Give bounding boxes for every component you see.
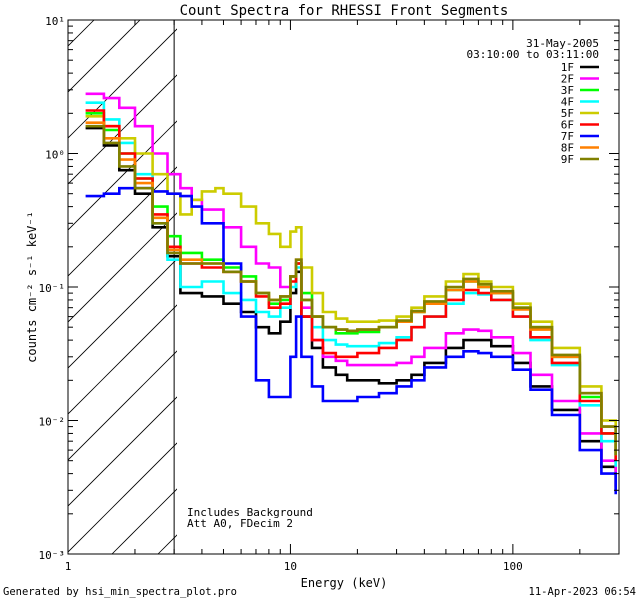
hatch-line	[68, 350, 177, 461]
legend-label-6f: 6F	[561, 119, 574, 132]
annotation-attenuator: Att A0, FDecim 2	[187, 517, 293, 530]
x-axis-label: Energy (keV)	[301, 576, 388, 590]
series-9f	[85, 124, 617, 456]
generator-credit: Generated by hsi_min_spectra_plot.pro	[3, 586, 237, 598]
y-tick-label: 10¹	[45, 15, 65, 28]
x-tick-label: 10	[284, 560, 297, 573]
x-tick-label: 1	[65, 560, 72, 573]
legend-label-9f: 9F	[561, 153, 574, 166]
legend-label-8f: 8F	[561, 142, 574, 155]
legend-label-1f: 1F	[561, 61, 574, 74]
legend-label-5f: 5F	[561, 107, 574, 120]
y-tick-label: 10⁻²	[39, 416, 66, 429]
hatch-line	[68, 212, 177, 323]
series-group	[85, 92, 617, 495]
hatch-line	[68, 442, 177, 553]
series-7f	[85, 186, 617, 495]
hatch-line	[68, 20, 141, 93]
chart-title: Count Spectra for RHESSI Front Segments	[180, 3, 509, 19]
hatch-line	[68, 396, 177, 507]
y-tick-label: 10⁻¹	[39, 282, 66, 295]
y-tick-labels: 10⁻³ 10⁻² 10⁻¹ 10⁰ 10¹	[39, 15, 66, 562]
legend-label-7f: 7F	[561, 130, 574, 143]
series-5f	[85, 115, 617, 451]
annotation-background: Includes Background	[187, 506, 313, 519]
plot-area	[68, 20, 619, 554]
attenuator-hatch-region	[68, 20, 177, 554]
axis-ticks	[67, 19, 620, 555]
time-range-label: 03:10:00 to 03:11:00	[467, 48, 599, 61]
date-label: 31-May-2005	[526, 37, 599, 50]
legend-label-4f: 4F	[561, 96, 574, 109]
y-axis-label: counts cm⁻² s⁻¹ keV⁻¹	[25, 211, 39, 363]
hatch-line	[68, 28, 177, 139]
y-tick-label: 10⁻³	[39, 549, 66, 562]
legend-label-3f: 3F	[561, 84, 574, 97]
legend-label-2f: 2F	[561, 73, 574, 86]
x-tick-labels: 1 10 100	[65, 560, 523, 573]
generated-timestamp: 11-Apr-2023 06:54	[529, 586, 636, 598]
hatch-line	[68, 166, 177, 277]
x-tick-label: 100	[503, 560, 523, 573]
y-tick-label: 10⁰	[45, 149, 65, 162]
